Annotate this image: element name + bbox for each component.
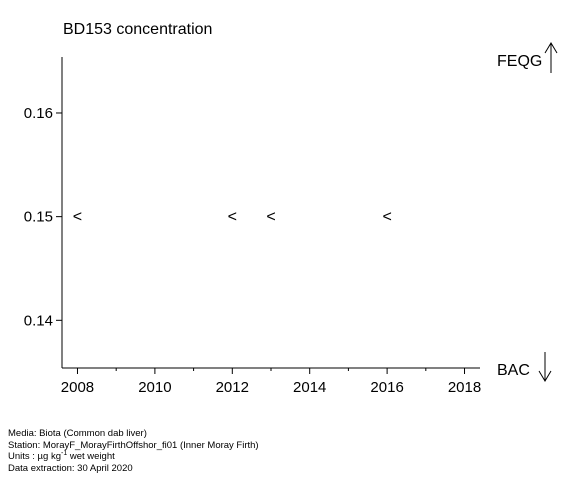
x-tick-label: 2012 bbox=[216, 379, 249, 396]
x-tick-label: 2014 bbox=[293, 379, 326, 396]
footer-station: Station: MorayF_MorayFirthOffshor_fi01 (… bbox=[8, 439, 259, 451]
x-ticks: 2008 2010 2012 2014 2016 2018 bbox=[61, 368, 481, 396]
arrow-down-icon bbox=[538, 352, 552, 382]
chart-title: BD153 concentration bbox=[63, 21, 212, 38]
bac-label: BAC bbox=[497, 362, 530, 379]
footer-units-prefix: Units : µg kg bbox=[8, 451, 61, 463]
x-tick-label: 2008 bbox=[61, 379, 94, 396]
footer-extraction: Data extraction: 30 April 2020 bbox=[8, 462, 133, 474]
footer-media: Media: Biota (Common dab liver) bbox=[8, 428, 147, 439]
y-tick-label: 0.14 bbox=[24, 312, 53, 329]
y-tick-label: 0.15 bbox=[24, 209, 53, 226]
x-tick-label: 2010 bbox=[138, 379, 171, 396]
data-points: < < < < bbox=[73, 209, 392, 226]
data-point: < bbox=[228, 209, 237, 226]
y-tick-label: 0.16 bbox=[24, 105, 53, 122]
arrow-up-icon bbox=[544, 42, 558, 73]
data-point: < bbox=[266, 209, 275, 226]
feqg-label: FEQG bbox=[497, 53, 542, 70]
data-point: < bbox=[73, 209, 82, 226]
footer-units: Units : µg kg-1 wet weight bbox=[8, 450, 259, 463]
footer-units-suffix: wet weight bbox=[67, 451, 115, 463]
x-tick-label: 2016 bbox=[370, 379, 403, 396]
data-point: < bbox=[382, 209, 391, 226]
footer-units-exponent: -1 bbox=[61, 450, 68, 458]
chart-footer: Media: Biota (Common dab liver) Station:… bbox=[8, 428, 259, 474]
x-tick-label: 2018 bbox=[448, 379, 481, 396]
y-ticks: 0.14 0.15 0.16 bbox=[24, 105, 62, 329]
